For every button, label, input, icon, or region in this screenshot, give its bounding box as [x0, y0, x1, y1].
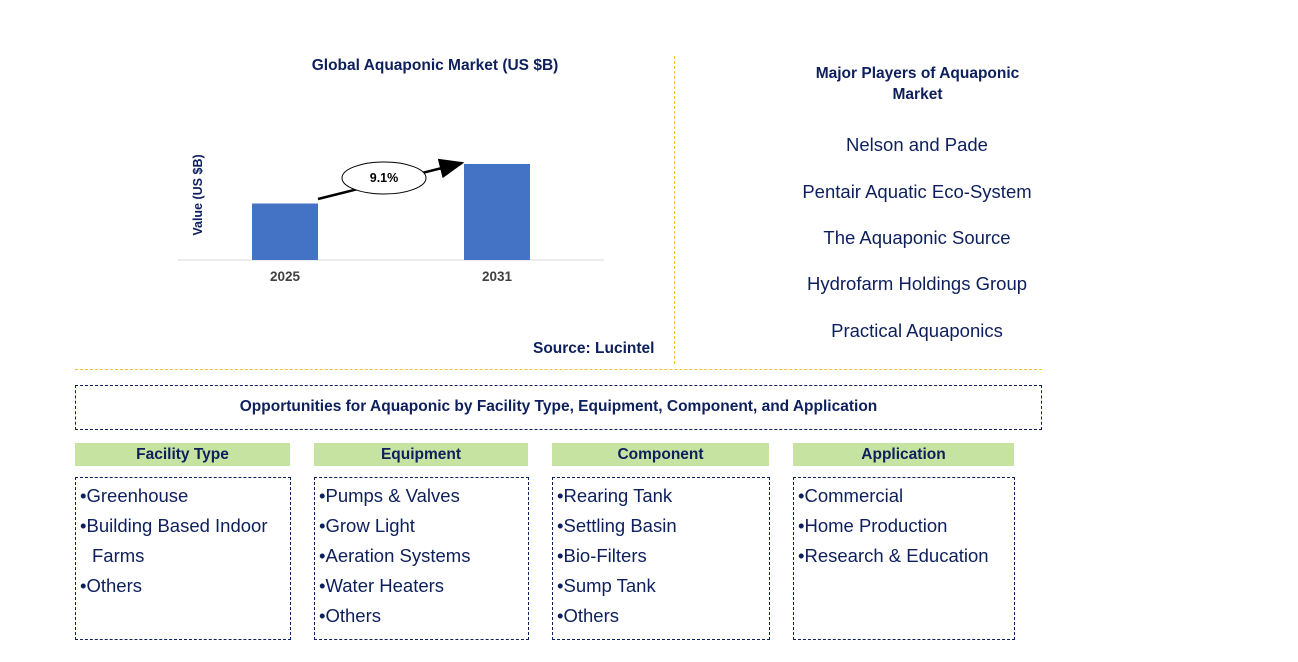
- segment-header-facility-type: Facility Type: [75, 443, 290, 466]
- horizontal-divider: [75, 369, 1042, 370]
- list-item: Settling Basin: [557, 511, 765, 541]
- segment-box-application: Commercial Home Production Research & Ed…: [793, 477, 1015, 640]
- list-item: Sump Tank: [557, 571, 765, 601]
- players-title: Major Players of Aquaponic Market: [815, 65, 1020, 103]
- cagr-label: 9.1%: [370, 171, 399, 185]
- chart-title: Global Aquaponic Market (US $B): [311, 57, 559, 74]
- list-item: Bio-Filters: [557, 541, 765, 571]
- source-note: Source: Lucintel: [533, 340, 655, 357]
- segment-box-facility-type: Greenhouse Building Based Indoor Farms O…: [75, 477, 291, 640]
- list-item: Others: [319, 601, 524, 631]
- segment-list: Pumps & Valves Grow Light Aeration Syste…: [319, 481, 524, 631]
- opportunities-title: Opportunities for Aquaponic by Facility …: [239, 398, 878, 415]
- chart-canvas: Value (US $B) 2025 2031 9.1%: [178, 154, 604, 284]
- list-item: Water Heaters: [319, 571, 524, 601]
- segment-list: Greenhouse Building Based Indoor Farms O…: [80, 481, 286, 601]
- player-item: Hydrofarm Holdings Group: [806, 273, 1028, 294]
- segment-list: Rearing Tank Settling Basin Bio-Filters …: [557, 481, 765, 631]
- bar-2031: [464, 164, 530, 260]
- segment-box-component: Rearing Tank Settling Basin Bio-Filters …: [552, 477, 770, 640]
- player-item: Pentair Aquatic Eco-System: [802, 181, 1032, 202]
- list-item: Others: [80, 571, 286, 601]
- list-item: Commercial: [798, 481, 1010, 511]
- player-item: The Aquaponic Source: [823, 227, 1011, 248]
- x-tick-label: 2031: [482, 269, 513, 284]
- segment-box-equipment: Pumps & Valves Grow Light Aeration Syste…: [314, 477, 529, 640]
- cagr-ellipse: [341, 161, 427, 195]
- segment-header-equipment: Equipment: [314, 443, 528, 466]
- bar-2025: [252, 203, 318, 260]
- opportunities-banner: [75, 385, 1042, 430]
- player-item: Nelson and Pade: [846, 134, 988, 155]
- list-item: Home Production: [798, 511, 1010, 541]
- segment-list: Commercial Home Production Research & Ed…: [798, 481, 1010, 571]
- y-axis-label: Value (US $B): [191, 154, 205, 235]
- list-item: Aeration Systems: [319, 541, 524, 571]
- list-item: Building Based Indoor Farms: [80, 511, 286, 571]
- list-item: Grow Light: [319, 511, 524, 541]
- x-tick-label: 2025: [270, 269, 301, 284]
- list-item: Greenhouse: [80, 481, 286, 511]
- list-item: Research & Education: [798, 541, 1010, 571]
- player-item: Practical Aquaponics: [831, 320, 1003, 341]
- list-item: Pumps & Valves: [319, 481, 524, 511]
- list-item: Rearing Tank: [557, 481, 765, 511]
- list-item: Others: [557, 601, 765, 631]
- vertical-divider: [674, 56, 675, 364]
- segment-header-application: Application: [793, 443, 1014, 466]
- segment-header-component: Component: [552, 443, 769, 466]
